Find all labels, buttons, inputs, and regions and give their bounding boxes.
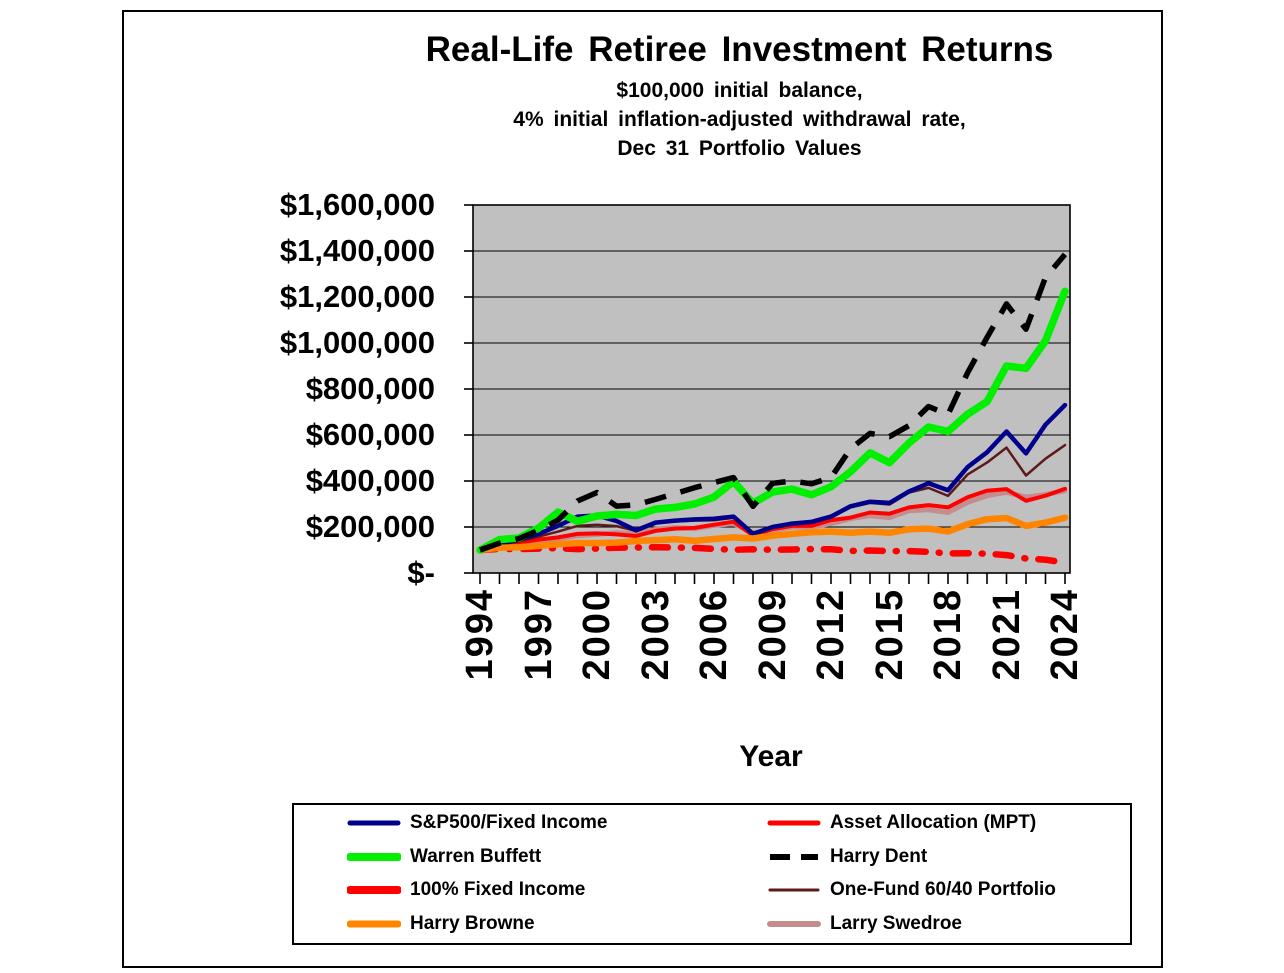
subtitle-line-2: 4% initial inflation-adjusted withdrawal…	[513, 108, 966, 131]
x-tick-label: 1994	[459, 588, 501, 681]
legend-label: Harry Dent	[830, 845, 928, 867]
legend-label: Warren Buffett	[410, 845, 542, 867]
legend-item-larry-swedroe: Larry Swedroe	[767, 910, 962, 938]
legend-item-harry-browne: Harry Browne	[347, 910, 535, 938]
series-line-s-p500-fixed-income	[477, 402, 1068, 553]
legend-item-asset-allocation-mpt: Asset Allocation (MPT)	[767, 809, 1036, 837]
legend-label: Larry Swedroe	[830, 912, 962, 934]
y-tick-label: $600,000	[305, 417, 435, 452]
series-line-100-fixed-income	[476, 543, 1069, 566]
plot-svg	[464, 204, 1071, 584]
x-tick-label: 2018	[927, 588, 969, 681]
legend-label: 100% Fixed Income	[410, 879, 586, 900]
x-tick-label: 2006	[693, 588, 735, 681]
y-tick-label: $800,000	[305, 371, 435, 406]
legend-swatch-s-p500-fixed-income	[347, 820, 401, 826]
y-tick-label: $400,000	[305, 463, 435, 498]
subtitle-line-3: Dec 31 Portfolio Values	[617, 137, 862, 160]
y-tick-label: $-	[407, 555, 435, 590]
legend-label: Harry Browne	[410, 912, 535, 934]
legend-box: S&P500/Fixed Income Warren Buffett 100% Fi…	[292, 803, 1132, 945]
y-tick-label: $1,600,000	[279, 187, 435, 222]
legend-swatch-one-fund-60-40-portfolio	[768, 888, 820, 892]
legend-item-one-fund-60-40-portfolio: One-Fund 60/40 Portfolio	[767, 876, 1056, 904]
x-tick-label: 2009	[751, 588, 794, 681]
series-line-harry-dent	[479, 252, 1068, 553]
legend-item-warren-buffett: Warren Buffett	[347, 843, 541, 871]
chart-title: Real-Life Retiree Investment Returns	[425, 30, 1054, 69]
series-line-warren-buffett	[476, 287, 1069, 554]
subtitle-line-1: $100,000 initial balance,	[616, 79, 863, 102]
legend-swatch-harry-browne	[347, 920, 401, 927]
x-tick-label: 2000	[576, 588, 618, 681]
legend-swatch-warren-buffett	[347, 852, 401, 861]
legend-item-100-fixed-income: 100% Fixed Income	[347, 876, 585, 904]
legend-item-harry-dent: Harry Dent	[767, 843, 927, 871]
x-tick-label: 2024	[1044, 588, 1086, 681]
plot-area	[455, 200, 1085, 600]
legend-label: S&P500/Fixed Income	[410, 812, 608, 833]
legend-swatch-larry-swedroe	[767, 920, 821, 927]
legend-label: Asset Allocation (MPT)	[830, 812, 1037, 833]
legend-label: One-Fund 60/40 Portfolio	[830, 879, 1056, 900]
x-tick-label: 1997	[517, 588, 560, 681]
legend-swatch-100-fixed-income	[347, 886, 401, 894]
legend-swatch-asset-allocation-mpt	[767, 820, 821, 826]
legend-item-s-p500-fixed-income: S&P500/Fixed Income	[347, 809, 607, 837]
y-tick-label: $1,400,000	[279, 233, 435, 268]
x-tick-label: 2021	[985, 588, 1028, 681]
chart-subtitle: $100,000 initial balance, 4% initial inf…	[273, 76, 1206, 163]
legend-swatch-harry-dent	[770, 853, 818, 860]
x-tick-label: 2012	[810, 588, 852, 681]
y-tick-label: $1,200,000	[279, 279, 435, 314]
series-line-harry-browne	[476, 514, 1069, 554]
y-tick-label: $1,000,000	[279, 325, 435, 360]
x-tick-label: 2003	[634, 588, 677, 681]
x-tick-label: 2015	[868, 588, 911, 681]
y-tick-label: $200,000	[305, 509, 435, 544]
x-axis-title: Year	[739, 740, 803, 773]
